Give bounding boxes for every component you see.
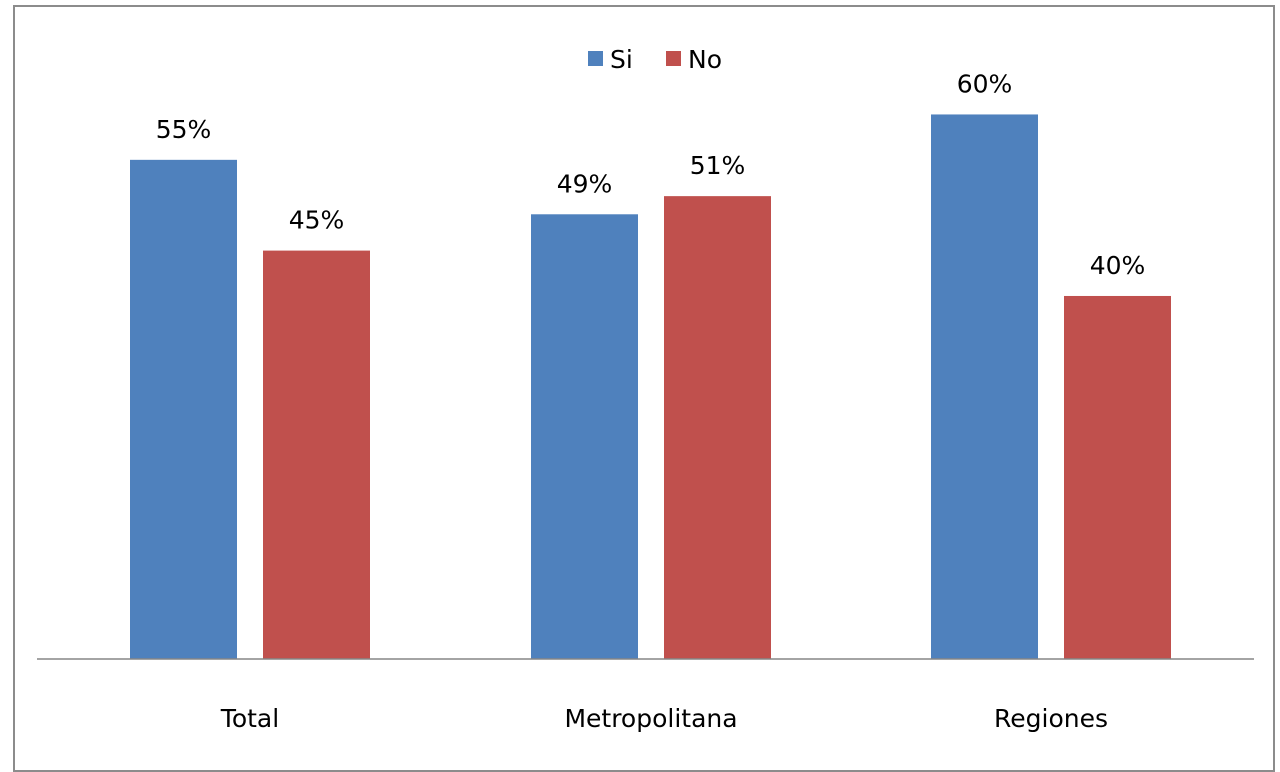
legend-label-no: No [688, 45, 722, 74]
bar-si-metropolitana [531, 214, 638, 659]
data-label-no-regiones: 40% [1090, 251, 1146, 280]
data-labels: 55% 45% 49% 51% 60% 40% [156, 69, 1146, 280]
legend-label-si: Si [610, 45, 633, 74]
data-label-no-total: 45% [289, 206, 345, 235]
legend: Si No [588, 45, 722, 74]
category-label-total: Total [220, 704, 279, 733]
data-label-si-metropolitana: 49% [557, 169, 613, 198]
data-label-no-metropolitana: 51% [690, 151, 746, 180]
data-label-si-total: 55% [156, 115, 212, 144]
category-label-regiones: Regiones [994, 704, 1108, 733]
legend-swatch-si [588, 51, 603, 66]
category-labels: Total Metropolitana Regiones [220, 704, 1108, 733]
bar-no-metropolitana [664, 196, 771, 660]
data-label-si-regiones: 60% [957, 69, 1013, 98]
bar-no-total [263, 250, 370, 659]
legend-swatch-no [666, 51, 681, 66]
bar-si-total [130, 159, 237, 660]
bar-no-regiones [1064, 295, 1171, 659]
bar-si-regiones [931, 114, 1038, 660]
bars [130, 114, 1171, 660]
category-label-metropolitana: Metropolitana [564, 704, 737, 733]
